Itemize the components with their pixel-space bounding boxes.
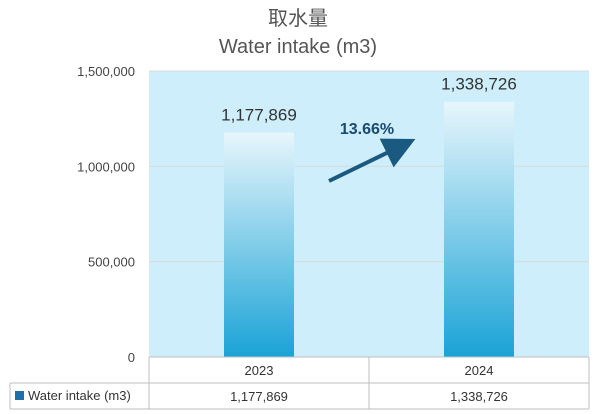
growth-percentage-label: 13.66% <box>340 121 394 138</box>
chart-title-english: Water intake (m3) <box>218 36 378 58</box>
data-label: 1,338,726 <box>441 75 517 94</box>
table-value-cell: 1,177,869 <box>230 389 288 404</box>
x-category-label: 2023 <box>245 363 274 378</box>
growth-arrow <box>328 138 416 183</box>
data-label: 1,177,869 <box>221 105 297 124</box>
y-tick-label: 1,000,000 <box>77 159 135 174</box>
bar <box>444 101 514 357</box>
table-value-cell: 1,338,726 <box>450 389 508 404</box>
y-tick-label: 1,500,000 <box>77 64 135 79</box>
bar <box>224 132 294 357</box>
table-series-label: Water intake (m3) <box>28 388 131 403</box>
x-category-label: 2024 <box>465 363 494 378</box>
y-tick-label: 500,000 <box>88 255 135 270</box>
plot-area: 0 500,000 1,000,000 1,500,000 1,177,869 1,338… <box>77 64 589 365</box>
legend-swatch <box>15 391 24 400</box>
y-tick-label: 0 <box>128 350 135 365</box>
chart-title-japanese: 取水量 <box>268 6 328 30</box>
plot-background <box>149 71 589 357</box>
data-table: 2023 1,177,869 2024 1,338,726 Water intake (… <box>9 357 590 410</box>
